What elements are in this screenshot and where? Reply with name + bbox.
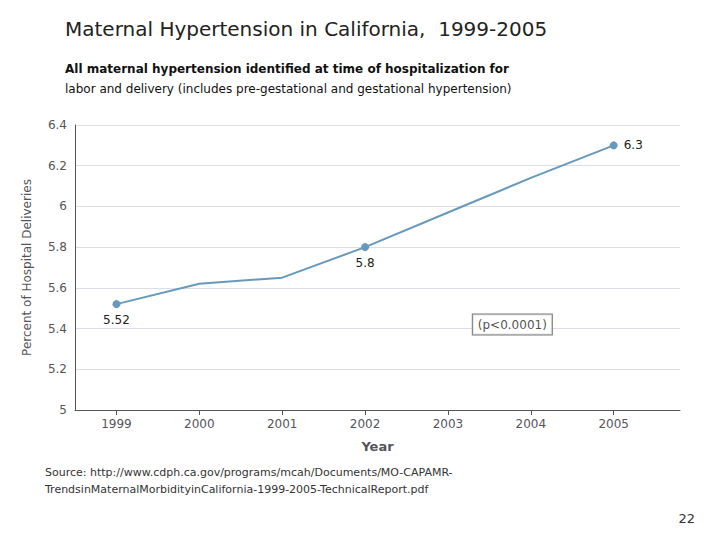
svg-text:2004: 2004 xyxy=(516,417,547,431)
svg-text:(p<0.0001): (p<0.0001) xyxy=(478,318,547,332)
svg-text:5.6: 5.6 xyxy=(48,281,67,295)
svg-text:2005: 2005 xyxy=(598,417,629,431)
svg-text:5.8: 5.8 xyxy=(356,256,375,270)
svg-text:6.4: 6.4 xyxy=(48,118,67,132)
svg-text:labor and delivery (includes p: labor and delivery (includes pre-gestati… xyxy=(65,82,512,96)
svg-text:5.8: 5.8 xyxy=(48,240,67,254)
svg-text:2001: 2001 xyxy=(267,417,298,431)
svg-text:All maternal hypertension iden: All maternal hypertension identified at … xyxy=(65,62,509,76)
svg-text:Year: Year xyxy=(360,439,394,454)
svg-text:Maternal Hypertension in Calif: Maternal Hypertension in California, 199… xyxy=(65,17,547,41)
svg-text:5.2: 5.2 xyxy=(48,362,67,376)
svg-text:Percent of Hospital Deliveries: Percent of Hospital Deliveries xyxy=(20,179,34,356)
svg-text:6.2: 6.2 xyxy=(48,159,67,173)
svg-text:2000: 2000 xyxy=(184,417,215,431)
svg-text:TrendsinMaternalMorbidityinCal: TrendsinMaternalMorbidityinCalifornia-19… xyxy=(44,483,430,496)
svg-text:5.52: 5.52 xyxy=(103,313,130,327)
svg-text:1999: 1999 xyxy=(101,417,132,431)
svg-text:Source: http://www.cdph.ca.gov: Source: http://www.cdph.ca.gov/programs/… xyxy=(45,466,453,479)
svg-text:6: 6 xyxy=(59,199,67,213)
svg-text:5: 5 xyxy=(59,403,67,417)
svg-text:5.4: 5.4 xyxy=(48,322,67,336)
svg-text:2003: 2003 xyxy=(433,417,464,431)
svg-text:6.3: 6.3 xyxy=(624,138,643,152)
svg-text:22: 22 xyxy=(678,511,695,526)
svg-text:2002: 2002 xyxy=(350,417,381,431)
